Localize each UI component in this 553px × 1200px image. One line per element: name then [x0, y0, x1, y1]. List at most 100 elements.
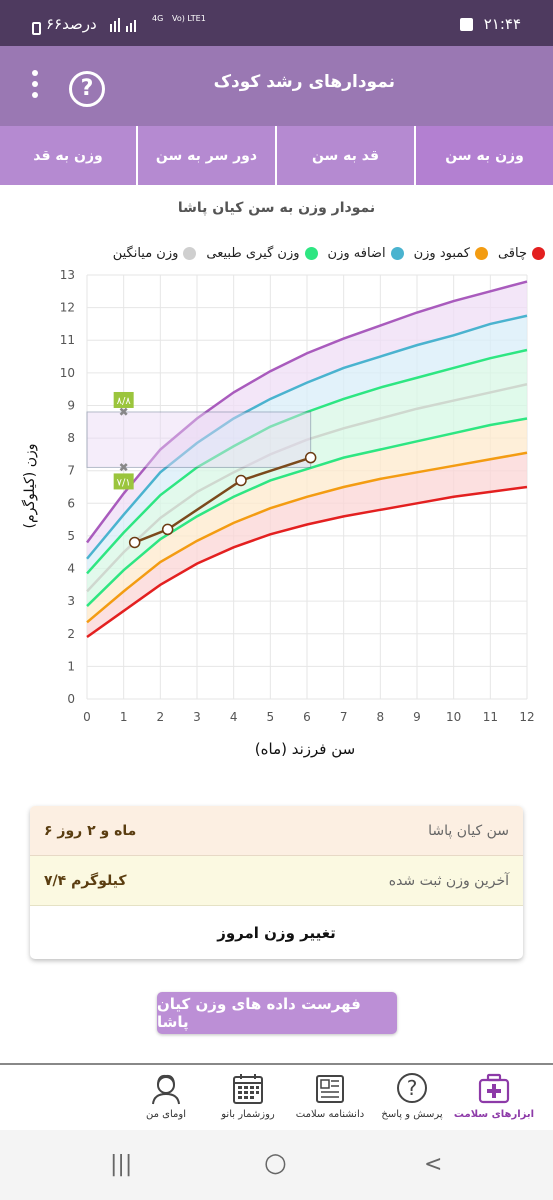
nav-encyclopedia[interactable]: دانشنامه سلامت — [289, 1065, 371, 1130]
reference-curve — [86, 451, 528, 624]
info-card: ۶ ماه و ۲ روز سن کیان پاشا ۷/۴ کیلوگرم آ… — [30, 806, 523, 959]
signal-icon — [110, 18, 136, 32]
growth-chart: 0 1 2 3 4 5 6 7 8 9 10 11 12012345678910111213✖۸/۸✖۷… — [60, 268, 535, 724]
y-tick-label: 1 — [67, 659, 75, 673]
range-marker-x: ✖ — [119, 405, 129, 419]
reference-curve — [86, 383, 528, 593]
y-tick-label: 10 — [60, 366, 75, 380]
y-tick-label: 13 — [60, 268, 75, 282]
child-weight-point — [304, 451, 317, 464]
age-value: ۶ ماه و ۲ روز — [44, 822, 137, 839]
change-weight-button[interactable]: تغییر وزن امروز — [217, 923, 336, 942]
y-tick-label: 12 — [60, 301, 75, 315]
nav-label: اومای من — [146, 1109, 186, 1120]
y-tick-label: 5 — [67, 529, 75, 543]
y-tick-label: 0 — [67, 692, 75, 706]
recents-button[interactable]: ||| — [110, 1152, 133, 1177]
nav-label: روزشمار بانو — [221, 1109, 275, 1120]
reference-curve — [85, 280, 528, 544]
notification-check-icon — [460, 18, 473, 31]
chart-title: نمودار وزن به سن کیان پاشا — [177, 200, 376, 216]
battery-icon — [32, 22, 41, 35]
x-tick-label: 10 — [446, 710, 461, 724]
battery-text: ۶۶درصد — [46, 15, 97, 33]
legend-item-mean: وزن میانگین — [113, 246, 197, 261]
weight-value: ۷/۴ کیلوگرم — [44, 872, 127, 889]
range-marker-badge — [113, 473, 134, 490]
nav-profile[interactable]: اومای من — [125, 1065, 207, 1130]
reference-curve — [86, 314, 528, 560]
x-tick-label: 6 — [303, 710, 311, 724]
nav-questions[interactable]: ? پرسش و پاسخ — [371, 1065, 453, 1130]
y-tick-label: 3 — [67, 594, 75, 608]
y-tick-label: 6 — [67, 496, 75, 510]
child-weight-line — [134, 456, 312, 544]
lte-indicator: Vo) LTE1 — [172, 14, 206, 23]
calendar-icon — [233, 1074, 263, 1104]
bottom-nav: ابزارهای سلامت ? پرسش و پاسخ دانشنامه سل… — [0, 1063, 553, 1130]
range-marker-badge — [113, 391, 134, 408]
reference-curve — [86, 485, 528, 639]
range-marker-x: ✖ — [119, 460, 129, 474]
network-type: 4G — [152, 14, 164, 23]
y-tick-label: 11 — [60, 333, 75, 347]
x-tick-label: 0 — [83, 710, 91, 724]
legend-dot — [474, 246, 488, 260]
nav-health-tools[interactable]: ابزارهای سلامت — [453, 1065, 535, 1130]
system-nav-bar: ||| ○ < — [0, 1130, 553, 1200]
legend-dot — [304, 246, 318, 260]
x-tick-label: 9 — [413, 710, 421, 724]
nav-label: پرسش و پاسخ — [381, 1109, 443, 1120]
x-tick-label: 5 — [267, 710, 275, 724]
more-vertical-icon[interactable] — [30, 70, 40, 104]
clock: ۲۱:۴۴ — [483, 15, 521, 33]
y-tick-label: 7 — [67, 464, 75, 478]
range-box — [86, 411, 312, 468]
nav-calendar[interactable]: روزشمار بانو — [207, 1065, 289, 1130]
weight-list-button[interactable]: فهرست داده های وزن کیان پاشا — [157, 992, 397, 1034]
app-header: ? نمودارهای رشد کودک — [0, 46, 553, 126]
newspaper-icon — [316, 1075, 344, 1103]
legend-dot — [183, 246, 197, 260]
x-tick-label: 11 — [483, 710, 498, 724]
tab-height-for-age[interactable]: قد به سن — [275, 126, 414, 185]
chart-band — [87, 315, 527, 574]
page-title: نمودارهای رشد کودک — [213, 72, 395, 92]
home-button[interactable]: ○ — [264, 1148, 287, 1178]
status-bar: ۶۶درصد 4G Vo) LTE1 ۲۱:۴۴ — [0, 0, 553, 46]
back-button[interactable]: < — [424, 1152, 443, 1177]
reference-curve — [86, 348, 528, 575]
medical-kit-icon — [478, 1073, 510, 1104]
chart-band — [87, 418, 527, 623]
nav-label: دانشنامه سلامت — [295, 1109, 365, 1120]
range-marker-label: ۷/۱ — [117, 477, 131, 488]
x-tick-label: 1 — [120, 710, 128, 724]
child-weight-point — [235, 474, 247, 487]
legend-item-obesity: چاقی — [498, 246, 545, 261]
x-tick-label: 4 — [230, 710, 238, 724]
x-tick-label: 7 — [340, 710, 348, 724]
nav-label: ابزارهای سلامت — [453, 1109, 535, 1120]
help-circle-icon[interactable]: ? — [69, 71, 105, 107]
chart-tabs: وزن به سن قد به سن دور سر به سن وزن به ق… — [0, 126, 553, 185]
tab-weight-for-height[interactable]: وزن به قد — [0, 126, 136, 185]
legend-item-normal: وزن گیری طبیعی — [206, 246, 318, 261]
chart-legend: چاقی کمبود وزن اضافه وزن وزن گیری طبیعی … — [10, 242, 545, 264]
user-avatar-icon — [152, 1074, 180, 1105]
legend-item-underweight: کمبود وزن — [414, 246, 488, 261]
weight-label: آخرین وزن ثبت شده — [388, 872, 509, 889]
chart-band — [87, 384, 527, 607]
legend-dot — [390, 246, 404, 260]
x-tick-label: 12 — [519, 710, 534, 724]
y-tick-label: 2 — [67, 627, 75, 641]
tab-head-for-age[interactable]: دور سر به سن — [136, 126, 275, 185]
x-axis-label: سن فرزند (ماه) — [254, 740, 356, 758]
x-tick-label: 3 — [193, 710, 201, 724]
x-tick-label: 8 — [377, 710, 385, 724]
reference-curve — [86, 417, 528, 607]
tab-weight-for-age[interactable]: وزن به سن — [414, 126, 553, 185]
y-tick-label: 4 — [67, 562, 75, 576]
range-marker-label: ۸/۸ — [117, 396, 132, 407]
weight-row: ۷/۴ کیلوگرم آخرین وزن ثبت شده — [30, 856, 523, 906]
child-weight-point — [128, 536, 141, 549]
